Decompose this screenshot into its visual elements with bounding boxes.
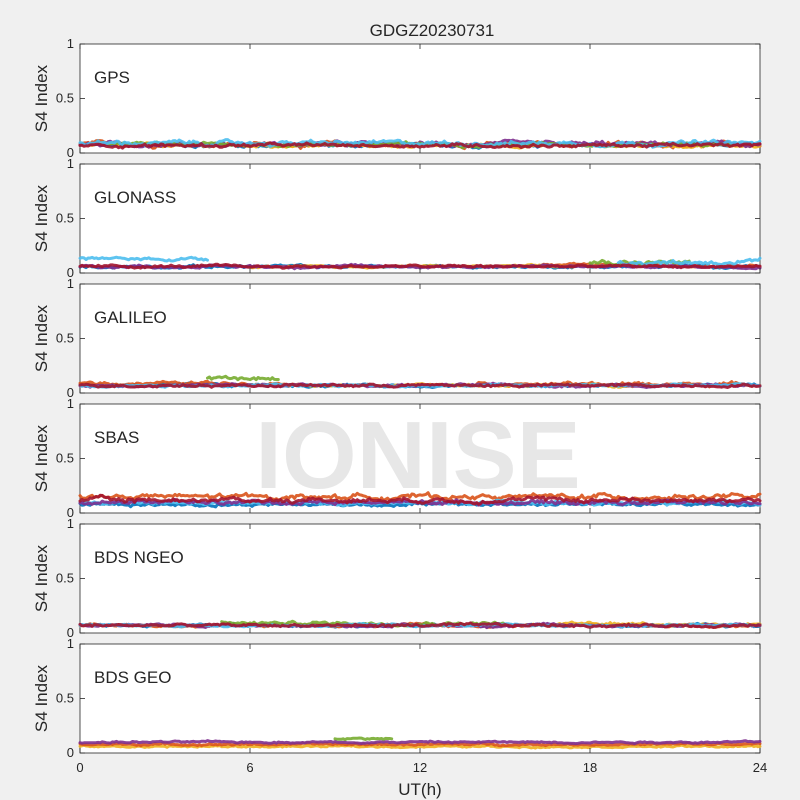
series-trace [78,255,209,263]
y-tick-label: 0 [67,745,74,760]
y-tick-label: 0 [67,505,74,520]
panel-1: 0 0.5 1 GLONASS S4 Index [32,156,762,280]
series-6 [78,382,762,389]
series-6 [78,262,762,270]
panel-label: GPS [94,68,130,87]
series-4 [78,493,762,506]
panel-5: 0 0.5 1 BDS GEO S4 Index [32,636,762,760]
series-trace [206,374,280,382]
series-trace [78,262,762,270]
series-3 [78,739,762,746]
panel-0: 0 0.5 1 GPS S4 Index [32,36,762,160]
x-tick-label: 18 [583,760,597,775]
series-5 [78,255,762,267]
series-trace [78,743,762,750]
series-trace [78,493,762,506]
y-axis-label: S4 Index [32,424,51,492]
y-axis-label: S4 Index [32,304,51,372]
series-1 [78,491,762,503]
panel-label: BDS GEO [94,668,171,687]
y-tick-label: 1 [67,156,74,171]
panel-plot-area [79,43,761,154]
panel-plot-area [79,163,761,274]
y-tick-label: 0 [67,625,74,640]
panel-plot-area [79,283,761,394]
y-tick-label: 0.5 [56,691,74,706]
x-axis-label: UT(h) [398,780,441,799]
y-tick-label: 0 [67,385,74,400]
series-6 [78,141,762,150]
panels-group: 0 0.5 1 GPS S4 Index 0 0.5 1 GLONASS S4 Index 0 0.5… [32,36,762,760]
watermark: IONISE [255,402,580,509]
y-tick-label: 0.5 [56,91,74,106]
y-tick-label: 1 [67,36,74,51]
x-tick-label: 24 [753,760,767,775]
y-axis-label: S4 Index [32,544,51,612]
x-axis: 0 6 12 18 24 [76,760,767,775]
series-4 [206,374,280,382]
series-trace [78,491,762,503]
y-tick-label: 0 [67,145,74,160]
series-0 [78,743,762,750]
y-tick-label: 0.5 [56,451,74,466]
panel-label: GLONASS [94,188,176,207]
series-trace [78,739,762,746]
series-6 [78,621,762,629]
x-tick-label: 0 [76,760,83,775]
chart-title: GDGZ20230731 [370,21,495,40]
x-tick-label: 6 [246,760,253,775]
y-tick-label: 1 [67,516,74,531]
y-tick-label: 1 [67,276,74,291]
y-axis-label: S4 Index [32,64,51,132]
y-axis-label: S4 Index [32,664,51,732]
series-trace [78,621,762,629]
y-tick-label: 0 [67,265,74,280]
panel-label: BDS NGEO [94,548,184,567]
series-2 [333,736,394,742]
y-tick-label: 0.5 [56,571,74,586]
y-tick-label: 1 [67,396,74,411]
panel-label: GALILEO [94,308,167,327]
y-tick-label: 0.5 [56,331,74,346]
panel-plot-area [79,643,761,754]
series-trace [333,736,394,742]
series-trace [616,256,762,267]
y-tick-label: 0.5 [56,211,74,226]
x-tick-label: 12 [413,760,427,775]
panel-4: 0 0.5 1 BDS NGEO S4 Index [32,516,762,640]
y-axis-label: S4 Index [32,184,51,252]
panel-3: 0 0.5 1 SBAS S4 Index [32,396,762,520]
series-trace [78,141,762,150]
y-tick-label: 1 [67,636,74,651]
panel-label: SBAS [94,428,139,447]
panel-plot-area [79,523,761,634]
panel-2: 0 0.5 1 GALILEO S4 Index [32,276,762,400]
series-trace [78,382,762,389]
